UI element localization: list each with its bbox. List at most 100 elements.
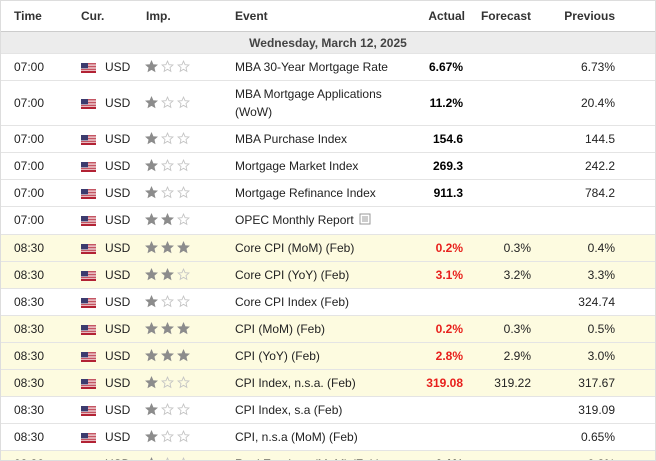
flag-icon [81, 405, 96, 419]
previous: 242.2 [584, 159, 615, 173]
previous: 0.5% [587, 321, 615, 336]
event-text: CPI (YoY) (Feb) [235, 348, 320, 363]
importance-stars [145, 159, 190, 175]
event-name: Mortgage Market Index [235, 153, 407, 179]
event-text: Core CPI (YoY) (Feb) [235, 267, 350, 282]
importance-stars [145, 132, 190, 148]
currency: USD [105, 60, 131, 74]
previous: 0.65% [580, 429, 615, 444]
event-row: 08:30 USD CPI, n.s.a (MoM) (Feb) 0.65% [1, 424, 655, 451]
event-name: CPI Index, s.a (Feb) [235, 397, 407, 423]
event-row: 08:30 USD Core CPI Index (Feb) 324.74 [1, 289, 655, 316]
currency: USD [105, 159, 131, 173]
importance-stars [145, 60, 190, 76]
flag-icon [81, 297, 96, 311]
event-text: CPI, n.s.a (MoM) (Feb) [235, 429, 358, 444]
importance-stars [145, 348, 190, 365]
event-row: 08:30 USD Real Earnings (MoM) (Feb) 0.1% -0.… [1, 450, 655, 460]
header-importance: Imp. [146, 9, 171, 23]
currency: USD [105, 96, 131, 110]
time: 08:30 [14, 240, 45, 255]
event-row: 07:00 USD MBA 30-Year Mortgage Rate 6.67% 6.… [1, 54, 655, 81]
event-row: 08:30 USD CPI Index, s.a (Feb) 319.09 [1, 397, 655, 424]
flag-icon [81, 324, 96, 338]
importance-stars [145, 186, 190, 202]
currency: USD [105, 294, 131, 309]
actual: 0.2% [435, 321, 463, 336]
time: 08:30 [14, 294, 45, 309]
event-row: 08:30 USD CPI (MoM) (Feb) 0.2% 0.3% 0.5% [1, 315, 655, 343]
event-name: CPI Index, n.s.a. (Feb) [235, 370, 407, 396]
currency: USD [105, 321, 131, 336]
header-event: Event [235, 9, 268, 23]
importance-stars [145, 267, 190, 284]
header-actual: Actual [428, 9, 465, 23]
event-name: CPI (MoM) (Feb) [235, 316, 407, 342]
previous: 3.3% [587, 267, 615, 282]
currency: USD [105, 213, 131, 228]
currency: USD [105, 375, 131, 390]
event-name: CPI, n.s.a (MoM) (Feb) [235, 424, 407, 450]
previous: 6.73% [580, 60, 615, 74]
forecast: 0.3% [503, 321, 531, 336]
currency: USD [105, 348, 131, 363]
currency: USD [105, 457, 130, 460]
flag-icon [81, 134, 96, 148]
event-text: Mortgage Refinance Index [235, 186, 376, 200]
importance-stars [145, 375, 190, 392]
importance-stars [145, 321, 190, 338]
actual: 3.1% [435, 267, 463, 282]
event-name: Core CPI (YoY) (Feb) [235, 262, 407, 288]
importance-stars [145, 402, 190, 419]
flag-icon [81, 188, 96, 202]
actual: 154.6 [432, 132, 463, 146]
currency: USD [105, 429, 131, 444]
currency: USD [105, 267, 131, 282]
previous: -0.3% [584, 457, 615, 460]
actual: 2.8% [435, 348, 463, 363]
event-text: MBA Purchase Index [235, 132, 348, 146]
actual: 6.67% [428, 60, 463, 74]
forecast: 319.22 [494, 375, 531, 390]
currency: USD [105, 132, 131, 146]
event-text: CPI (MoM) (Feb) [235, 321, 325, 336]
date: Wednesday, March 12, 2025 [249, 35, 407, 50]
importance-stars [145, 456, 190, 460]
currency: USD [105, 240, 131, 255]
event-text: CPI Index, s.a (Feb) [235, 402, 343, 417]
previous: 0.4% [587, 240, 615, 255]
time: 08:30 [14, 402, 45, 417]
time: 07:00 [14, 60, 45, 74]
event-name: Real Earnings (MoM) (Feb) [235, 451, 407, 460]
rows: 07:00 USD MBA 30-Year Mortgage Rate 6.67% 6.… [1, 54, 655, 460]
flag-icon [81, 459, 96, 460]
flag-icon [81, 243, 96, 257]
previous: 317.67 [578, 375, 615, 390]
event-row: 08:30 USD CPI Index, n.s.a. (Feb) 319.08 319… [1, 369, 655, 397]
time: 08:30 [14, 267, 45, 282]
previous: 784.2 [584, 186, 615, 200]
event-row: 08:30 USD Core CPI (MoM) (Feb) 0.2% 0.3% 0.4% [1, 234, 655, 262]
time: 08:30 [14, 429, 45, 444]
flag-icon [81, 270, 96, 284]
forecast: 2.9% [503, 348, 531, 363]
event-row: 07:00 USD Mortgage Refinance Index 911.3 784… [1, 180, 655, 207]
event-name: MBA 30-Year Mortgage Rate [235, 54, 407, 80]
event-text: Mortgage Market Index [235, 159, 359, 173]
event-name: MBA Purchase Index [235, 126, 407, 152]
event-name: CPI (YoY) (Feb) [235, 343, 407, 369]
flag-icon [81, 161, 96, 175]
flag-icon [81, 98, 96, 112]
forecast: 3.2% [503, 267, 531, 282]
event-row: 07:00 USD MBA Mortgage Applications (WoW) 1… [1, 81, 655, 126]
flag-icon [81, 432, 96, 446]
header-previous: Previous [564, 9, 615, 23]
event-text: Real Earnings (MoM) (Feb) [235, 457, 380, 460]
header-forecast: Forecast [480, 9, 531, 23]
event-text: OPEC Monthly Report [235, 213, 354, 227]
flag-icon [81, 351, 96, 365]
actual: 269.3 [432, 159, 463, 173]
header-currency: Cur. [81, 9, 105, 23]
forecast: 0.3% [503, 240, 531, 255]
importance-stars [145, 294, 190, 311]
